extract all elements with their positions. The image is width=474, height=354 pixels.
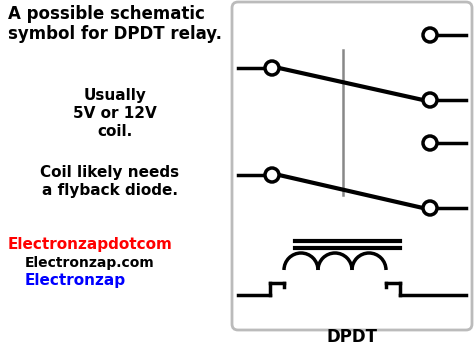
Text: coil.: coil. xyxy=(97,124,133,139)
Text: Usually: Usually xyxy=(83,88,146,103)
Text: DPDT: DPDT xyxy=(327,328,377,346)
Text: a flyback diode.: a flyback diode. xyxy=(42,183,178,198)
FancyBboxPatch shape xyxy=(232,2,472,330)
Text: symbol for DPDT relay.: symbol for DPDT relay. xyxy=(8,25,222,43)
Text: Electronzap: Electronzap xyxy=(25,273,126,288)
Circle shape xyxy=(423,93,437,107)
Circle shape xyxy=(265,61,279,75)
Text: 5V or 12V: 5V or 12V xyxy=(73,106,157,121)
Circle shape xyxy=(423,201,437,215)
Text: Electronzap.com: Electronzap.com xyxy=(25,256,155,270)
Circle shape xyxy=(423,136,437,150)
Text: Electronzapdotcom: Electronzapdotcom xyxy=(8,237,173,252)
Text: A possible schematic: A possible schematic xyxy=(8,5,205,23)
Circle shape xyxy=(265,168,279,182)
Text: Coil likely needs: Coil likely needs xyxy=(40,165,180,180)
Circle shape xyxy=(423,28,437,42)
